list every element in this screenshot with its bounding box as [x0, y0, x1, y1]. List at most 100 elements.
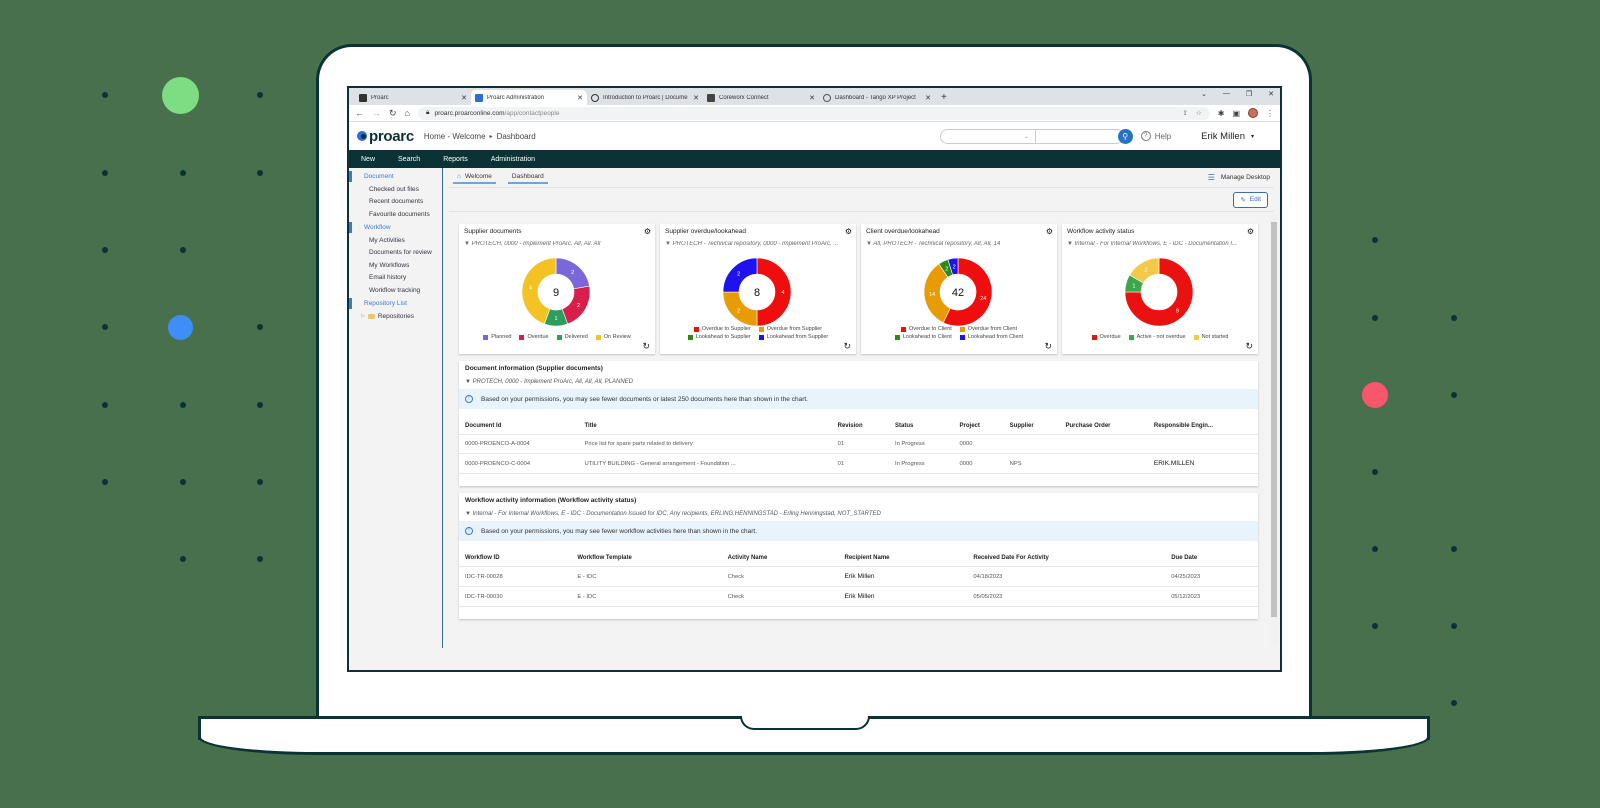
legend-item[interactable]: Overdue from Client — [959, 326, 1017, 332]
logo[interactable]: proarc — [357, 128, 414, 145]
column-header[interactable]: Workflow ID — [459, 547, 572, 567]
sidepanel-icon[interactable]: ▣ — [1232, 108, 1240, 118]
tab-welcome[interactable]: ⌂ Welcome — [453, 171, 496, 184]
search-input[interactable] — [1035, 128, 1124, 144]
table-row[interactable]: IDC-TR-00030 E - IDC Check Erik Millen 05/05… — [459, 586, 1258, 607]
user-menu[interactable]: Erik Millen ▾ — [1201, 131, 1254, 142]
nav-reports[interactable]: Reports — [443, 155, 468, 163]
column-header[interactable]: Workflow Template — [571, 547, 722, 567]
column-header[interactable]: Received Date For Activity — [967, 547, 1166, 567]
url-input[interactable]: 🔒︎ proarc.proarconline.com/app/contactpe… — [417, 106, 1210, 120]
gear-icon[interactable]: ⚙ — [643, 227, 651, 236]
breadcrumb-home[interactable]: Home - Welcome — [423, 131, 486, 141]
scrollbar[interactable] — [1270, 214, 1278, 646]
table-row[interactable]: 0000-PROENCO-C-0004 UTILITY BUILDING - Ge… — [459, 453, 1258, 474]
edit-button[interactable]: ✎ Edit — [1233, 191, 1268, 208]
legend-item[interactable]: Overdue — [1091, 334, 1121, 340]
bookmark-star-icon[interactable]: ☆ — [1195, 110, 1202, 117]
extensions-icon[interactable]: ✱ — [1217, 108, 1225, 118]
nav-search[interactable]: Search — [398, 155, 421, 163]
refresh-icon[interactable]: ↻ — [642, 341, 650, 351]
column-header[interactable]: Purchase Order — [1059, 415, 1148, 435]
donut-chart[interactable]: 2 2 1 4 9 — [521, 257, 591, 327]
refresh-icon[interactable]: ↻ — [1245, 341, 1253, 351]
legend-item[interactable]: Planned — [483, 334, 511, 340]
legend-item[interactable]: On Review — [595, 334, 631, 340]
reload-icon[interactable]: ↻ — [389, 107, 397, 118]
sidebar-item-my-workflows[interactable]: My Workflows — [369, 261, 410, 269]
tab-search-icon[interactable]: ⌄ — [1200, 91, 1207, 98]
column-header[interactable]: Activity Name — [721, 547, 839, 567]
table-row[interactable]: 0000-PROENCO-A-0004 Price list for spare … — [459, 434, 1258, 454]
refresh-icon[interactable]: ↻ — [1044, 341, 1052, 351]
column-header[interactable]: Supplier — [1003, 415, 1060, 435]
sidebar-item-email-history[interactable]: Email history — [369, 274, 407, 282]
column-header[interactable]: Recipient Name — [838, 547, 968, 567]
sidebar-item-documents-for-review[interactable]: Documents for review — [369, 249, 432, 257]
legend-item[interactable]: Delivered — [556, 334, 588, 340]
legend-item[interactable]: Lookahead from Supplier — [758, 334, 828, 340]
nav-administration[interactable]: Administration — [490, 155, 536, 163]
share-icon[interactable]: ⇪ — [1182, 110, 1188, 117]
sidebar-item-my-activities[interactable]: My Activities — [369, 236, 405, 244]
back-icon[interactable]: ← — [355, 108, 364, 118]
new-tab-button[interactable]: + — [941, 92, 947, 103]
menu-kebab-icon[interactable]: ⋮ — [1266, 108, 1274, 118]
close-icon[interactable]: ✕ — [461, 94, 467, 102]
legend-item[interactable]: Not started — [1193, 334, 1228, 340]
column-header[interactable]: Due Date — [1165, 547, 1258, 567]
sidebar-item-recent-documents[interactable]: Recent documents — [369, 198, 424, 206]
home-icon[interactable]: ⌂ — [404, 108, 410, 118]
profile-avatar[interactable] — [1248, 108, 1258, 118]
scrollbar-thumb[interactable] — [1271, 222, 1277, 617]
close-icon[interactable]: ✕ — [809, 94, 815, 102]
legend-item[interactable]: Overdue — [519, 334, 549, 340]
help-link[interactable]: ? Help — [1140, 131, 1171, 141]
column-header[interactable]: Title — [578, 415, 832, 435]
forward-icon[interactable]: → — [372, 108, 381, 118]
column-header[interactable]: Responsible Engin... — [1147, 415, 1258, 435]
refresh-icon[interactable]: ↻ — [843, 341, 851, 351]
close-window-icon[interactable]: ✕ — [1268, 91, 1274, 98]
close-icon[interactable]: ✕ — [577, 94, 583, 102]
gear-icon[interactable]: ⚙ — [844, 227, 852, 236]
sidebar-item-repositories[interactable]: ▷ Repositories — [349, 310, 442, 323]
donut-chart[interactable]: 9 1 2 — [1124, 257, 1194, 327]
legend-item[interactable]: Overdue from Supplier — [758, 326, 822, 332]
sidebar-item-workflow-tracking[interactable]: Workflow tracking — [369, 286, 421, 294]
sidebar-item-checked-out-files[interactable]: Checked out files — [369, 185, 419, 193]
close-icon[interactable]: ✕ — [693, 94, 699, 102]
legend-item[interactable]: Overdue to Client — [900, 326, 952, 332]
search-scope-select[interactable]: ⌄ — [939, 128, 1036, 144]
legend-item[interactable]: Overdue to Supplier — [693, 326, 751, 332]
manage-desktop-button[interactable]: ☰ Manage Desktop — [1208, 173, 1270, 182]
donut-chart[interactable]: 24 14 2 2 42 — [923, 257, 993, 327]
sidebar-section-document[interactable]: Document — [349, 171, 442, 182]
column-header[interactable]: Project — [953, 415, 1004, 435]
close-icon[interactable]: ✕ — [925, 94, 931, 102]
table-row[interactable]: IDC-TR-00028 E - IDC Check Erik Millen 04/18… — [459, 566, 1258, 587]
browser-tab-active[interactable]: Proarc Administration ✕ — [471, 90, 587, 105]
browser-tab[interactable]: Coreworx Connect ✕ — [703, 90, 819, 105]
column-header[interactable]: Status — [888, 415, 954, 435]
legend-item[interactable]: Lookahead to Client — [894, 334, 952, 340]
minimize-icon[interactable]: — — [1222, 90, 1230, 97]
search-button[interactable]: ⚲ — [1117, 128, 1133, 144]
sidebar-section-repository-list[interactable]: Repository List — [349, 297, 442, 309]
expand-arrow-icon[interactable]: ▷ — [361, 313, 365, 320]
legend-item[interactable]: Active - not overdue — [1128, 334, 1186, 340]
column-header[interactable]: Document Id — [459, 415, 579, 435]
browser-tab[interactable]: Dashboard - Tango XP Project ✕ — [819, 90, 935, 105]
sidebar-section-workflow[interactable]: Workflow — [349, 221, 442, 233]
donut-chart[interactable]: 4 2 2 8 — [722, 257, 792, 327]
gear-icon[interactable]: ⚙ — [1246, 227, 1254, 236]
column-header[interactable]: Revision — [831, 415, 889, 435]
legend-item[interactable]: Lookahead from Client — [959, 334, 1023, 340]
gear-icon[interactable]: ⚙ — [1045, 227, 1053, 236]
legend-item[interactable]: Lookahead to Supplier — [687, 334, 751, 340]
nav-new[interactable]: New — [361, 155, 376, 163]
tab-dashboard[interactable]: Dashboard — [507, 171, 548, 184]
sidebar-item-favourite-documents[interactable]: Favourite documents — [369, 210, 430, 218]
restore-icon[interactable]: ❐ — [1245, 91, 1253, 98]
browser-tab[interactable]: Introduction to Proarc | Docume ✕ — [587, 90, 703, 105]
